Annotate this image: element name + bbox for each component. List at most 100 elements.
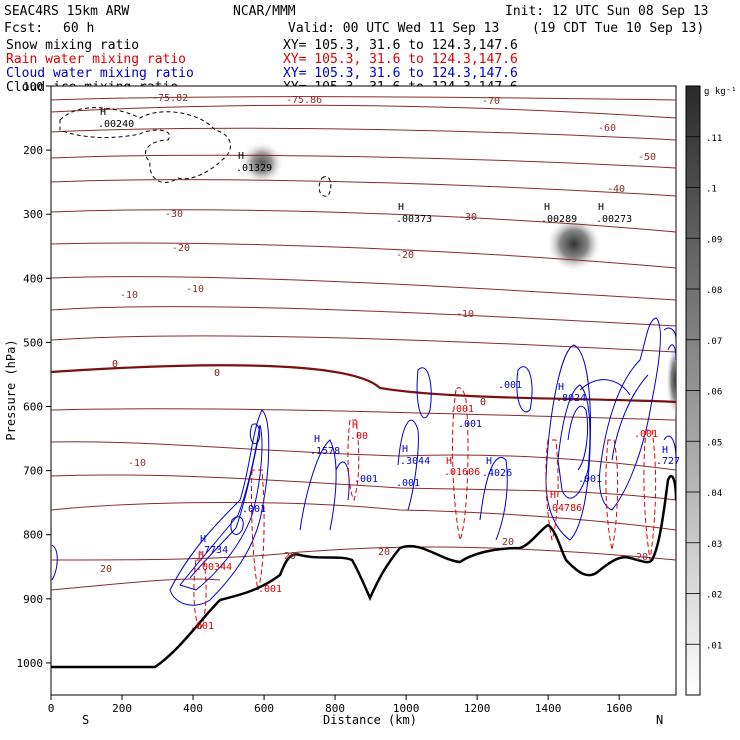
y-tick-label: 800 (23, 529, 43, 542)
colorbar-tick-label: .03 (706, 540, 722, 550)
x-tick-label: 1600 (606, 702, 633, 715)
max-marker: H (398, 202, 404, 213)
tlabel: 20 (636, 552, 648, 563)
temperature-contour-line (51, 408, 676, 421)
tlabel: -30 (459, 212, 477, 223)
tlabel: 20 (100, 564, 112, 575)
max-value: .8024 (556, 393, 586, 404)
cloud-ice-contour (59, 107, 231, 184)
org-label: NCAR/MMM (233, 4, 296, 19)
field-xy-cloud-water: XY= 105.3, 31.6 to 124.3,147.6 (283, 66, 518, 81)
x-tick-label: 1000 (393, 702, 420, 715)
max-marker: H (402, 444, 408, 455)
colorbar-tick-label: .05 (706, 438, 722, 448)
y-tick-label: 400 (23, 272, 43, 285)
minor-label: .001 (578, 474, 602, 485)
max-value: .00344 (196, 562, 232, 573)
minor-label: .001 (396, 478, 420, 489)
minor-label: .001 (242, 504, 266, 515)
max-value: .727 (656, 456, 680, 467)
x-tick-label: 200 (112, 702, 132, 715)
colorbar-tick-label: .02 (706, 591, 722, 601)
colorbar-tick-label: .11 (706, 134, 722, 144)
max-marker: H (544, 202, 550, 213)
x-tick-label: 400 (183, 702, 203, 715)
y-axis-label: Pressure (hPa) (4, 339, 18, 440)
cloud-water-contours (51, 317, 676, 606)
max-value: .01329 (236, 163, 272, 174)
colorbar-tick-label: .07 (706, 337, 722, 347)
colorbar-tick-label: .1 (706, 185, 717, 195)
temperature-contour-line (51, 502, 676, 531)
y-tick-label: 100 (23, 80, 43, 93)
max-value: .00289 (541, 214, 577, 225)
field-name-rain: Rain water mixing ratio (6, 52, 186, 67)
max-value: .00240 (98, 119, 134, 130)
tlabel: 20 (284, 551, 296, 562)
colorbar-tick-label: .06 (706, 388, 722, 398)
model-title: SEAC4RS 15km ARW (4, 4, 129, 19)
valid-local-time: (19 CDT Tue 10 Sep 13) (532, 21, 704, 36)
terrain-outline (51, 474, 676, 669)
y-tick-label: 300 (23, 208, 43, 221)
snow-shade-max-1 (240, 141, 284, 185)
temperature-contour-line (51, 127, 676, 141)
max-marker: H (486, 456, 492, 467)
temperature-contour-line (51, 154, 676, 169)
y-tick-label: 900 (23, 593, 43, 606)
temperature-contour-line (51, 276, 676, 301)
colorbar-tick-label: .09 (706, 235, 722, 245)
max-marker: H (550, 490, 556, 501)
y-tick-label: 200 (23, 144, 43, 157)
max-value: .1578 (310, 446, 340, 457)
minor-label: .001 (458, 419, 482, 430)
colorbar-tick-label: .04 (706, 489, 722, 499)
max-marker: H (100, 107, 106, 118)
max-marker: H (238, 151, 244, 162)
max-marker: H (558, 382, 564, 393)
rain-contours (193, 387, 657, 631)
minor-label: .001 (258, 584, 282, 595)
endpoint-right: N (656, 713, 663, 727)
max-value: .04786 (546, 503, 582, 514)
colorbar-unit: g kg⁻¹ (704, 87, 737, 97)
max-marker: H (314, 434, 320, 445)
temperature-contour-line (51, 179, 676, 197)
valid-time: Valid: 00 UTC Wed 11 Sep 13 (288, 21, 499, 36)
max-marker: H (200, 534, 206, 545)
temperature-contour-line (51, 242, 676, 269)
field-name-snow: Snow mixing ratio (6, 38, 139, 53)
field-xy-rain: XY= 105.3, 31.6 to 124.3,147.6 (283, 52, 518, 67)
plot-content (51, 96, 676, 669)
tlabel: -50 (638, 152, 656, 163)
colorbar-tick-label: .08 (706, 286, 722, 296)
tlabel: -75.86 (286, 95, 322, 106)
temperature-contour-line (51, 474, 676, 501)
temperature-contour-line (51, 441, 676, 471)
minor-label: .001 (450, 404, 474, 415)
x-axis-label: Distance (km) (323, 713, 417, 727)
temperature-contour-line (51, 578, 221, 591)
max-value: .3044 (400, 456, 430, 467)
colorbar-tick-label: .01 (706, 641, 722, 651)
field-name-cloud-water: Cloud water mixing ratio (6, 66, 194, 81)
temperature-labels: -75.82 -75.86 -70 -60 -50 -40 -30 -30 -2… (100, 93, 656, 575)
max-value: .00273 (596, 214, 632, 225)
tlabel: 20 (502, 537, 514, 548)
temperature-contour-line (51, 364, 676, 404)
tlabel: -20 (396, 250, 414, 261)
max-marker: H (598, 202, 604, 213)
x-tick-label: 0 (48, 702, 55, 715)
max-marker: H (446, 456, 452, 467)
x-tick-label: 600 (254, 702, 274, 715)
tlabel: -40 (607, 184, 625, 195)
temperature-contour-line (51, 96, 676, 101)
minor-label: .001 (498, 380, 522, 391)
maxima-labels: H .00240 H .01329 H .00373 H .00289 H .0… (98, 107, 680, 573)
temperature-contour-line (51, 104, 676, 119)
minor-label: .001 (354, 474, 378, 485)
header: SEAC4RS 15km ARW NCAR/MMM Init: 12 UTC S… (4, 4, 709, 95)
max-marker: H (662, 445, 668, 456)
tlabel: -30 (165, 209, 183, 220)
